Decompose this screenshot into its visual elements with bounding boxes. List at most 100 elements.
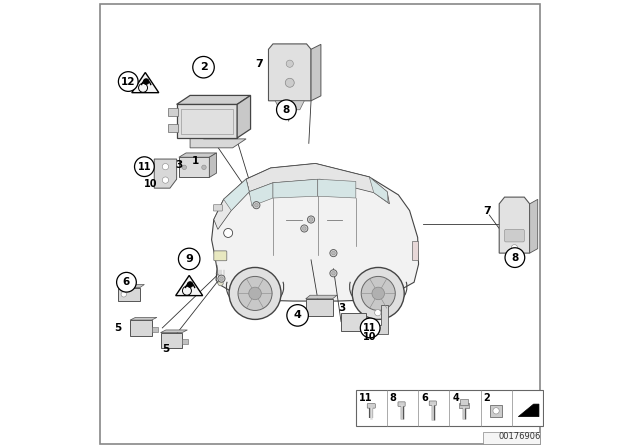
Text: 4: 4	[294, 310, 301, 320]
FancyBboxPatch shape	[398, 402, 405, 406]
Polygon shape	[530, 199, 538, 253]
Text: 7: 7	[483, 206, 490, 215]
FancyBboxPatch shape	[168, 108, 178, 116]
Text: 3: 3	[339, 303, 346, 313]
Text: 10: 10	[144, 179, 157, 189]
FancyBboxPatch shape	[483, 432, 540, 444]
Circle shape	[179, 248, 200, 270]
Text: 8: 8	[511, 253, 518, 263]
Polygon shape	[152, 327, 158, 332]
Text: 00176906: 00176906	[499, 432, 541, 441]
Polygon shape	[209, 153, 216, 177]
Text: 11: 11	[358, 393, 372, 403]
Circle shape	[287, 305, 308, 326]
FancyBboxPatch shape	[429, 401, 436, 405]
Circle shape	[303, 227, 306, 230]
Circle shape	[330, 270, 337, 277]
Text: 2: 2	[483, 393, 490, 403]
Circle shape	[493, 408, 499, 414]
Polygon shape	[177, 104, 237, 138]
Circle shape	[332, 251, 335, 255]
FancyBboxPatch shape	[367, 404, 375, 408]
Text: 7: 7	[255, 59, 264, 69]
FancyBboxPatch shape	[412, 241, 418, 260]
Circle shape	[301, 225, 308, 232]
Polygon shape	[341, 313, 365, 331]
Circle shape	[276, 100, 296, 120]
Polygon shape	[224, 179, 249, 211]
Polygon shape	[246, 164, 389, 204]
Text: 11: 11	[364, 323, 377, 333]
Circle shape	[229, 267, 281, 319]
Polygon shape	[249, 183, 273, 206]
Circle shape	[330, 250, 337, 257]
Polygon shape	[214, 179, 249, 229]
Polygon shape	[306, 295, 337, 299]
Circle shape	[188, 282, 193, 287]
FancyBboxPatch shape	[100, 4, 540, 444]
Polygon shape	[175, 276, 203, 296]
Circle shape	[202, 165, 206, 170]
Polygon shape	[179, 153, 216, 157]
Circle shape	[134, 157, 154, 177]
Polygon shape	[182, 339, 188, 344]
FancyBboxPatch shape	[460, 399, 468, 405]
Text: 5: 5	[114, 323, 121, 333]
Circle shape	[193, 56, 214, 78]
Polygon shape	[132, 73, 159, 93]
Circle shape	[224, 228, 233, 237]
Circle shape	[255, 203, 258, 207]
Text: 8: 8	[283, 105, 290, 115]
Polygon shape	[118, 284, 145, 288]
Text: 1: 1	[192, 156, 199, 166]
Polygon shape	[190, 129, 246, 148]
Polygon shape	[179, 157, 209, 177]
Circle shape	[332, 271, 335, 275]
Circle shape	[118, 72, 138, 91]
Polygon shape	[118, 288, 140, 301]
FancyBboxPatch shape	[213, 205, 222, 211]
Circle shape	[218, 280, 223, 286]
Polygon shape	[130, 320, 152, 336]
Polygon shape	[154, 159, 177, 188]
Circle shape	[238, 276, 272, 310]
Polygon shape	[368, 305, 388, 334]
Circle shape	[285, 78, 294, 87]
Text: 3: 3	[175, 160, 182, 170]
Circle shape	[360, 318, 380, 338]
Polygon shape	[499, 197, 530, 253]
Circle shape	[220, 277, 223, 280]
Text: 10: 10	[364, 332, 377, 342]
Polygon shape	[273, 179, 317, 198]
FancyBboxPatch shape	[490, 405, 502, 417]
Polygon shape	[161, 332, 182, 349]
Text: 5: 5	[162, 344, 169, 353]
Text: 8: 8	[390, 393, 397, 403]
Circle shape	[249, 287, 261, 300]
Circle shape	[374, 310, 381, 316]
Text: 6: 6	[123, 277, 130, 287]
Circle shape	[143, 79, 149, 84]
FancyBboxPatch shape	[356, 390, 543, 426]
Circle shape	[121, 292, 127, 297]
Text: 9: 9	[185, 254, 193, 264]
Polygon shape	[306, 299, 333, 316]
Polygon shape	[212, 164, 419, 301]
Polygon shape	[161, 330, 188, 332]
Circle shape	[163, 177, 168, 183]
Circle shape	[352, 267, 404, 319]
Circle shape	[286, 60, 293, 67]
Polygon shape	[130, 317, 157, 320]
Circle shape	[218, 275, 225, 282]
Polygon shape	[269, 44, 311, 101]
Text: 12: 12	[121, 77, 136, 86]
Polygon shape	[369, 177, 388, 202]
Polygon shape	[275, 101, 305, 110]
FancyBboxPatch shape	[459, 403, 469, 408]
Text: 6: 6	[421, 393, 428, 403]
Circle shape	[505, 248, 525, 267]
Circle shape	[511, 245, 518, 251]
Text: 11: 11	[138, 162, 151, 172]
Circle shape	[182, 165, 186, 170]
FancyBboxPatch shape	[168, 124, 178, 132]
